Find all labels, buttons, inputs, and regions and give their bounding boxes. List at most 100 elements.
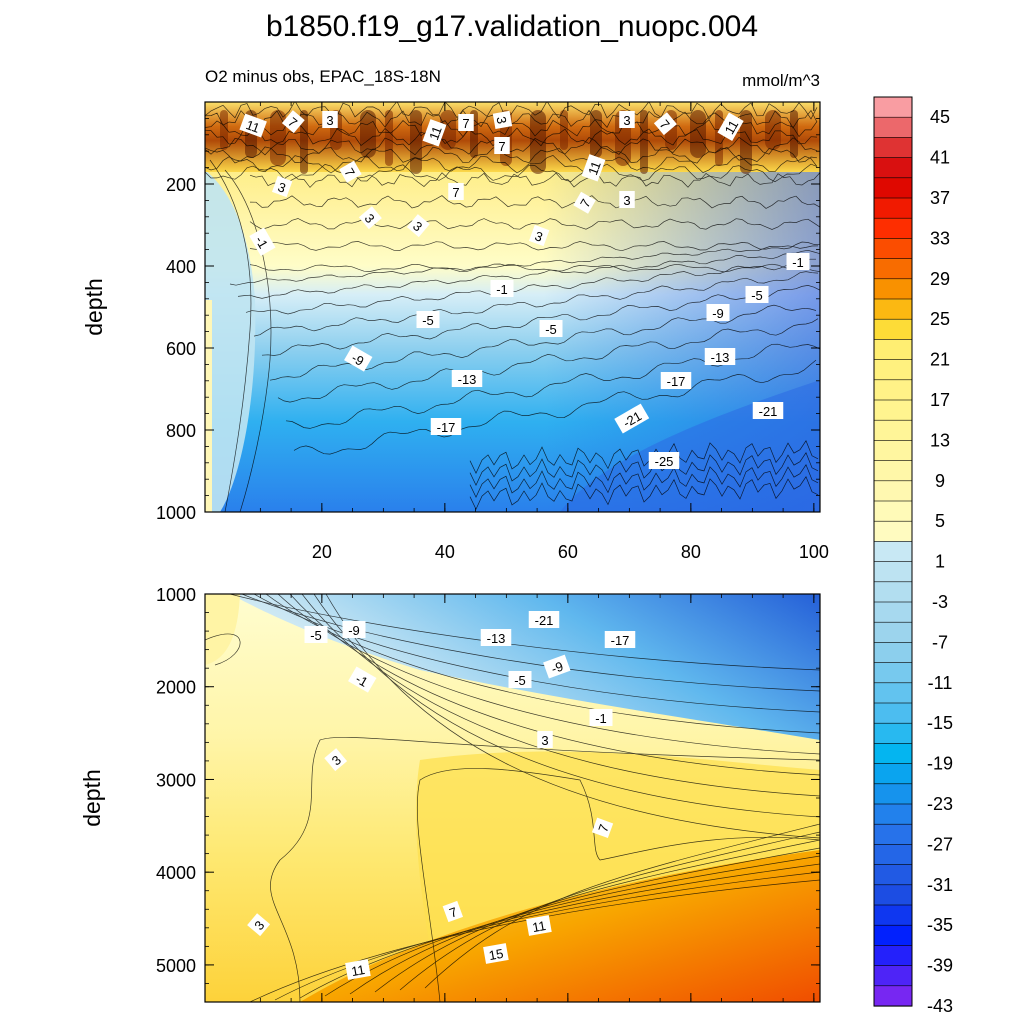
contour-label: 7 (573, 191, 596, 214)
contour-line (289, 594, 820, 776)
contour-label-text: 15 (488, 946, 505, 963)
contour-line (205, 154, 818, 174)
contour-label-box (448, 183, 464, 200)
contour-label-text: -5 (545, 322, 557, 337)
colorbar-box (873, 116, 913, 138)
colorbar: 45 41 37 33 29 25 21 17 13 9 5 1 -3 -7 -11 -15 -19 -23 -27… (873, 96, 953, 1016)
top-y-tick-label: 400 (166, 257, 196, 277)
contour-label: 7 (339, 160, 362, 183)
contour-label: -9 (342, 621, 366, 638)
colorbar-box (873, 480, 913, 502)
contour-label-text: -21 (535, 613, 554, 628)
contour-label-text: -9 (348, 623, 360, 638)
colorbar-tick-label: 21 (930, 350, 950, 370)
colorbar-box (873, 702, 913, 724)
colorbar-tick-label: 5 (935, 511, 945, 531)
colorbar-box (873, 96, 913, 118)
contour-label-box (508, 671, 532, 688)
contour-label-box (786, 253, 810, 270)
contour-label-text: -5 (751, 288, 763, 303)
contour-line (270, 736, 820, 1002)
contour-label-text: 3 (493, 115, 509, 125)
colorbar-box (873, 642, 913, 664)
bottom-x-axis (259, 594, 815, 1002)
colorbar-box (873, 157, 913, 179)
colorbar-box (873, 662, 913, 684)
top-x-tick-label: 60 (558, 542, 578, 562)
bottom-y-tick-label: 2000 (156, 678, 196, 698)
colorbar-box (873, 601, 913, 623)
colorbar-box (873, 339, 913, 361)
colorbar-box (873, 379, 913, 401)
contour-label: 11 (422, 119, 447, 147)
contour-label: -9 (344, 345, 373, 372)
contour-label: -9 (543, 654, 571, 679)
contour-line (293, 359, 817, 455)
colorbar-box (873, 318, 913, 341)
contour-label-text: 3 (276, 179, 288, 196)
contour-line (313, 594, 820, 818)
contour-label-box (480, 629, 512, 646)
contour-label-text: 7 (447, 904, 459, 921)
colorbar-box (873, 965, 913, 987)
contour-label-box (348, 666, 377, 693)
contour-line (469, 464, 819, 499)
colorbar-box (873, 520, 913, 543)
bottom-panel-field (205, 594, 820, 1002)
contour-label: 7 (281, 110, 305, 134)
contour-label: -17 (604, 631, 636, 648)
contour-label: 3 (406, 214, 430, 238)
colorbar-box (873, 803, 913, 825)
contour-label-box (342, 621, 366, 638)
contour-label-text: 7 (595, 822, 612, 834)
contour-label: 3 (271, 175, 293, 198)
contour-line (277, 318, 819, 403)
contour-label-text: -5 (514, 673, 526, 688)
contour-label: 3 (619, 191, 635, 208)
surface-maximum-streak (765, 110, 781, 150)
contour-label-box (249, 227, 276, 256)
contour-line (253, 271, 819, 337)
top-panel-frame (204, 101, 821, 513)
colorbar-box (873, 561, 913, 583)
surface-maximum-streak (360, 110, 376, 158)
top-x-tick-label: 80 (681, 542, 701, 562)
subtitle-left: O2 minus obs, EPAC_18S-18N (205, 67, 441, 86)
chart-title: b1850.f19_g17.validation_nuopc.004 (266, 10, 758, 43)
colorbar-box (873, 884, 913, 906)
colorbar-box (873, 460, 913, 482)
top-ylabel: depth (81, 278, 107, 336)
top-x-tick-label: 100 (799, 542, 829, 562)
bottom-y-axis: 1000 2000 3000 4000 5000 (156, 585, 820, 1003)
contour-label-box (539, 320, 563, 337)
contour-line (205, 163, 818, 183)
colorbar-box (873, 904, 913, 926)
contour-label: 7 (494, 137, 510, 154)
colorbar-box (873, 197, 913, 219)
contour-line (229, 594, 820, 671)
contour-line (209, 159, 252, 512)
colorbar-tick-label: -19 (927, 754, 953, 774)
contour-line (205, 102, 818, 120)
contour-label-text: -21 (759, 404, 778, 419)
contour-label-box (752, 402, 784, 419)
contour-label: -5 (508, 671, 532, 688)
bottom-y-tick-label: 5000 (156, 956, 196, 976)
contour-label: -17 (660, 372, 692, 389)
contour-label: 3 (492, 110, 513, 130)
contour-label-box (358, 206, 382, 230)
contour-label-box (490, 280, 514, 297)
colorbar-box (873, 682, 913, 704)
contour-label-text: -1 (595, 711, 607, 726)
contour-label-text: -1 (792, 255, 804, 270)
contour-line (249, 172, 820, 188)
colorbar-box (873, 359, 913, 381)
contour-label: -1 (249, 227, 276, 256)
contour-line (399, 831, 820, 991)
contour-label-box (526, 915, 552, 936)
contour-label: 11 (239, 113, 267, 138)
contour-line (241, 594, 820, 692)
contour-line (469, 440, 819, 475)
